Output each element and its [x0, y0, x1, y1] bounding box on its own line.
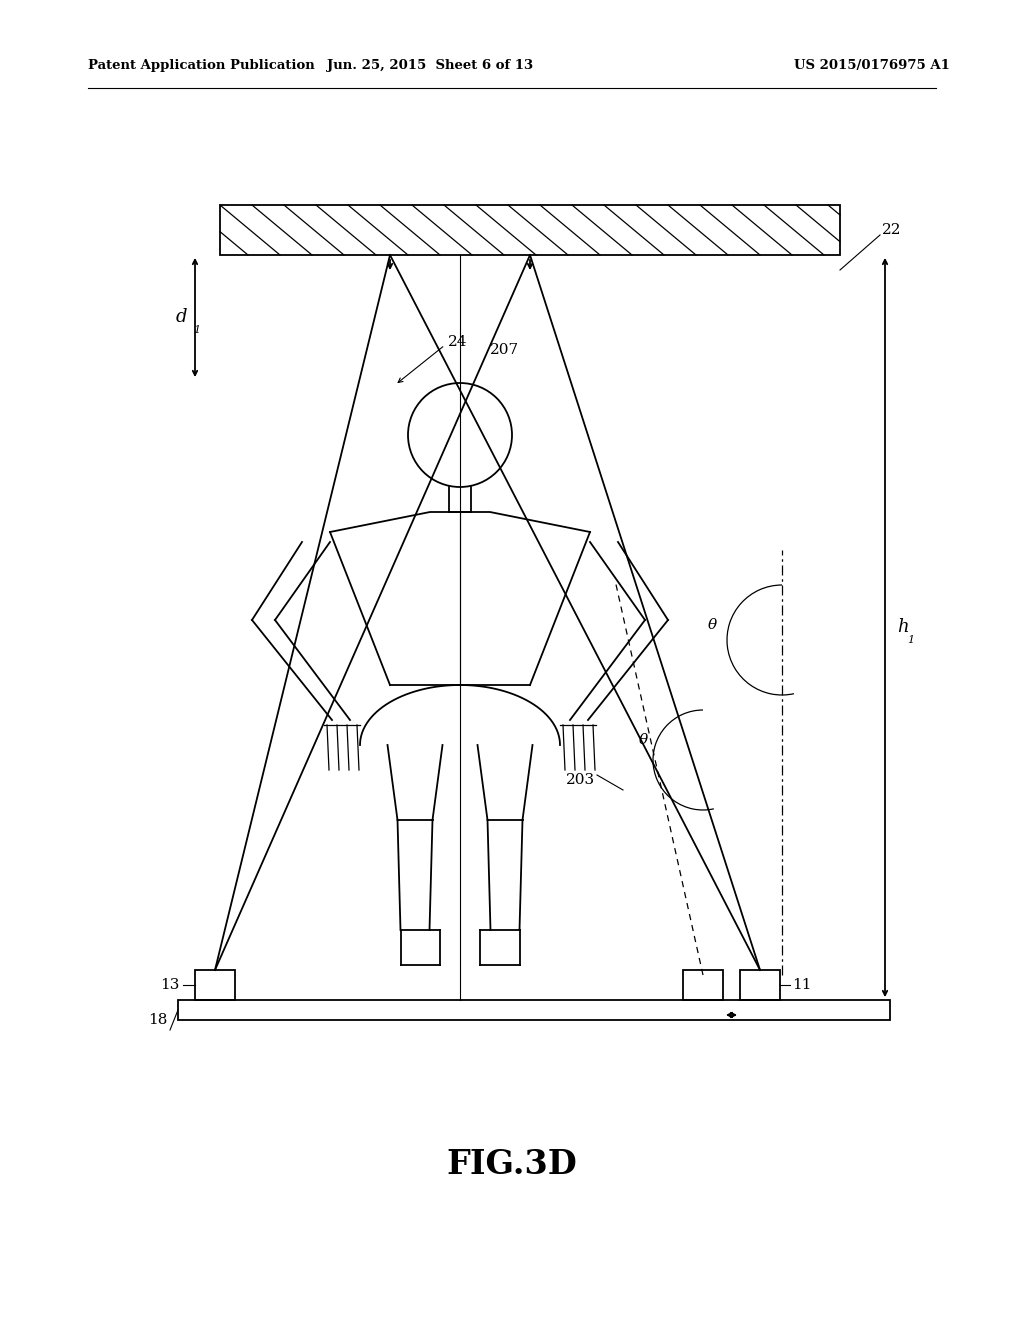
Bar [683, 970, 723, 1001]
Text: Patent Application Publication: Patent Application Publication [88, 58, 314, 71]
Text: θ: θ [638, 733, 647, 747]
Text: 203: 203 [566, 774, 595, 787]
Text: US 2015/0176975 A1: US 2015/0176975 A1 [795, 58, 950, 71]
Bar [178, 1001, 890, 1020]
Bar [740, 970, 780, 1001]
Text: 11: 11 [792, 978, 811, 993]
Text: h: h [897, 618, 908, 636]
Text: 22: 22 [882, 223, 901, 238]
Bar [220, 205, 840, 255]
Text: d: d [175, 308, 187, 326]
Text: 24: 24 [449, 335, 468, 348]
Text: 1: 1 [907, 635, 914, 645]
Text: Jun. 25, 2015  Sheet 6 of 13: Jun. 25, 2015 Sheet 6 of 13 [327, 58, 534, 71]
Text: FIG.3D: FIG.3D [446, 1148, 578, 1181]
Text: 207: 207 [490, 343, 519, 356]
Text: 13: 13 [161, 978, 180, 993]
Text: θ: θ [708, 618, 717, 632]
Text: 18: 18 [148, 1012, 168, 1027]
Bar [195, 970, 234, 1001]
Text: 1: 1 [193, 325, 200, 335]
